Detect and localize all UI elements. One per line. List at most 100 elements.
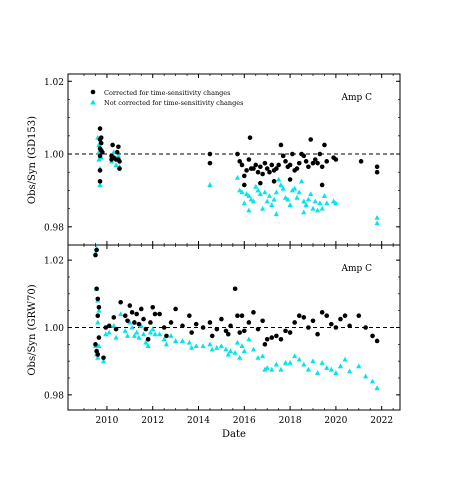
data-point-corrected [200,325,206,330]
data-point-corrected [94,286,99,292]
data-point-corrected [246,157,252,162]
data-point-not-corrected [168,333,174,338]
data-point-corrected [117,166,122,171]
data-point-not-corrected [301,198,307,204]
data-point-corrected [113,326,119,332]
data-point-not-corrected [124,333,131,338]
data-point-corrected [214,326,220,332]
data-point-not-corrected [223,346,229,352]
data-point-corrected [143,326,149,332]
data-point-corrected [301,315,307,320]
data-point-corrected [127,303,133,308]
x-tick-label: 2020 [324,416,347,426]
grw70-panel: 0.98 1.00 1.02 2010 2012 2014 2016 2018 2020 202… [27,244,401,440]
data-point-corrected [310,318,316,324]
data-point-corrected [193,321,199,327]
data-point-not-corrected [129,324,135,330]
data-point-corrected [271,179,277,184]
data-point-corrected [138,306,144,312]
data-point-not-corrected [209,346,215,352]
data-point-not-corrected [152,331,158,337]
data-point-not-corrected [96,307,102,313]
data-point-not-corrected [321,193,328,198]
data-point-not-corrected [294,194,300,200]
data-point-not-corrected [246,207,252,213]
data-point-corrected [324,313,330,319]
data-point-not-corrected [333,370,339,375]
data-point-corrected [180,323,185,329]
data-point-corrected [356,313,362,319]
data-point-corrected [363,325,368,330]
data-point-not-corrected [273,189,279,195]
data-point-not-corrected [134,329,140,335]
data-point-not-corrected [243,191,250,197]
data-point-corrected [260,171,265,177]
legend-label-corrected: Corrected for time-sensitivity changes [104,89,230,97]
data-point-not-corrected [331,198,337,204]
data-point-corrected [287,330,293,335]
data-point-corrected [269,162,275,168]
data-point-corrected [161,325,167,330]
data-point-not-corrected [237,187,243,193]
data-point-not-corrected [363,373,369,379]
data-point-not-corrected [96,156,102,162]
legend: Corrected for time-sensitivity changes N… [90,89,243,107]
data-point-corrected [118,299,123,305]
data-point-corrected [317,151,323,157]
data-point-corrected [97,179,103,184]
data-point-corrected [333,325,339,330]
data-point-not-corrected [147,329,154,335]
data-point-not-corrected [241,200,247,206]
grw70-marks [68,245,400,391]
x-tick-label: 2014 [187,416,210,426]
data-point-corrected [132,320,137,325]
data-point-corrected [338,316,343,322]
data-point-corrected [374,169,380,175]
data-point-not-corrected [319,360,325,365]
data-point-corrected [136,321,142,327]
data-point-corrected [258,180,263,186]
data-point-corrected [287,177,293,182]
data-point-corrected [251,166,256,171]
data-point-not-corrected [276,176,282,182]
data-point-not-corrected [278,366,284,372]
data-point-corrected [106,323,112,329]
data-point-not-corrected [173,338,179,343]
data-point-not-corrected [260,353,266,359]
data-point-not-corrected [301,209,307,215]
data-point-not-corrected [324,365,330,370]
data-point-not-corrected [262,366,268,372]
data-point-corrected [319,164,325,170]
data-point-not-corrected [317,200,323,206]
data-point-corrected [152,311,158,317]
data-point-corrected [95,313,101,319]
data-point-corrected [324,159,330,164]
data-point-corrected [374,338,380,344]
data-point-corrected [235,151,240,157]
data-point-corrected [207,160,213,166]
data-point-corrected [96,335,102,340]
data-point-not-corrected [269,202,275,207]
data-point-corrected [232,286,238,292]
data-point-not-corrected [305,196,312,202]
data-point-corrected [303,159,309,164]
data-point-corrected [122,313,128,319]
legend-marker-corrected [90,89,96,95]
data-point-corrected [189,330,194,335]
data-point-corrected [247,135,253,140]
data-point-not-corrected [280,185,286,191]
data-point-corrected [235,313,240,319]
data-point-corrected [168,320,174,325]
data-point-not-corrected [303,202,309,207]
data-point-not-corrected [218,343,225,349]
y-tick-label: 1.00 [44,151,64,161]
x-tick-label: 2018 [279,416,302,426]
data-point-corrected [280,153,286,159]
data-point-corrected [246,320,252,325]
data-point-not-corrected [246,336,252,342]
data-point-corrected [244,168,249,173]
data-point-not-corrected [232,349,238,355]
data-point-corrected [347,323,352,329]
data-point-corrected [264,166,270,171]
grw70-y-ticks: 0.98 1.00 1.02 [44,257,400,401]
